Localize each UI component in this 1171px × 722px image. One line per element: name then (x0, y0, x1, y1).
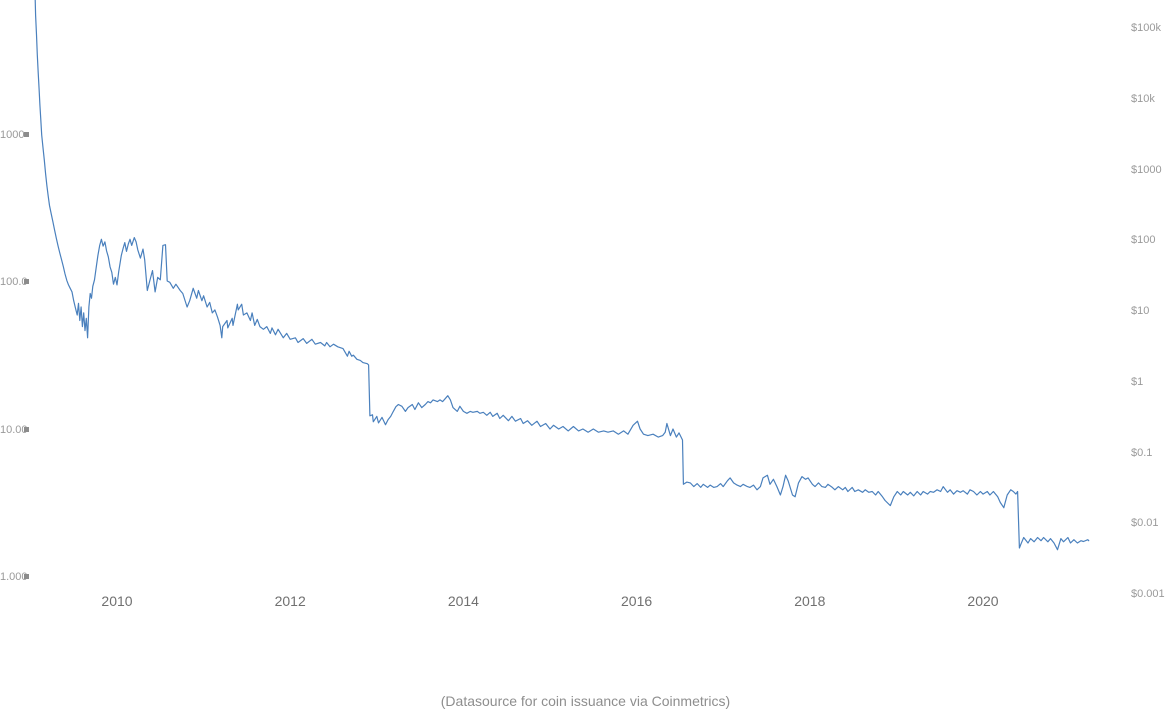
right-axis-tick-label: $100k (1131, 22, 1161, 34)
right-axis-tick-label: $0.01 (1131, 517, 1159, 530)
left-axis-tick: 10.00 (0, 423, 29, 437)
right-axis-tick-label: $100 (1131, 234, 1156, 247)
left-axis-tick-label: 1000 (0, 129, 25, 141)
left-axis-tick: 1000 (0, 128, 29, 142)
right-axis-tick-label: $0.001 (1131, 588, 1165, 600)
coin-issuance-series-line (34, 0, 1090, 551)
datasource-caption: (Datasource for coin issuance via Coinme… (440, 693, 731, 709)
left-axis-tick-label: 100.0 (0, 276, 28, 289)
x-axis-tick-label: 2018 (794, 593, 826, 609)
x-axis-tick-label: 2010 (101, 593, 133, 609)
left-axis-tick-label: 10.00 (0, 423, 28, 436)
tick-square-marker (24, 426, 29, 432)
left-axis-tick: 100.0 (0, 275, 29, 289)
tick-square-marker (24, 573, 29, 579)
right-axis-tick-label: $10 (1131, 305, 1150, 317)
right-axis-tick-label: $1000 (1131, 163, 1162, 176)
left-axis-tick: 1.000 (0, 570, 29, 584)
right-axis-tick-label: $10k (1131, 92, 1155, 105)
x-axis-tick-label: 2016 (621, 593, 653, 609)
right-axis-tick-label: $1 (1131, 375, 1144, 388)
x-axis-tick-label: 2014 (447, 593, 479, 609)
tick-square-marker (24, 132, 29, 137)
right-axis-tick-label: $0.1 (1131, 446, 1153, 459)
left-axis-tick-label: 1.000 (0, 570, 28, 583)
tick-square-marker (24, 279, 29, 285)
x-axis-tick-label: 2012 (274, 593, 306, 609)
x-axis-tick-label: 2020 (967, 593, 999, 609)
